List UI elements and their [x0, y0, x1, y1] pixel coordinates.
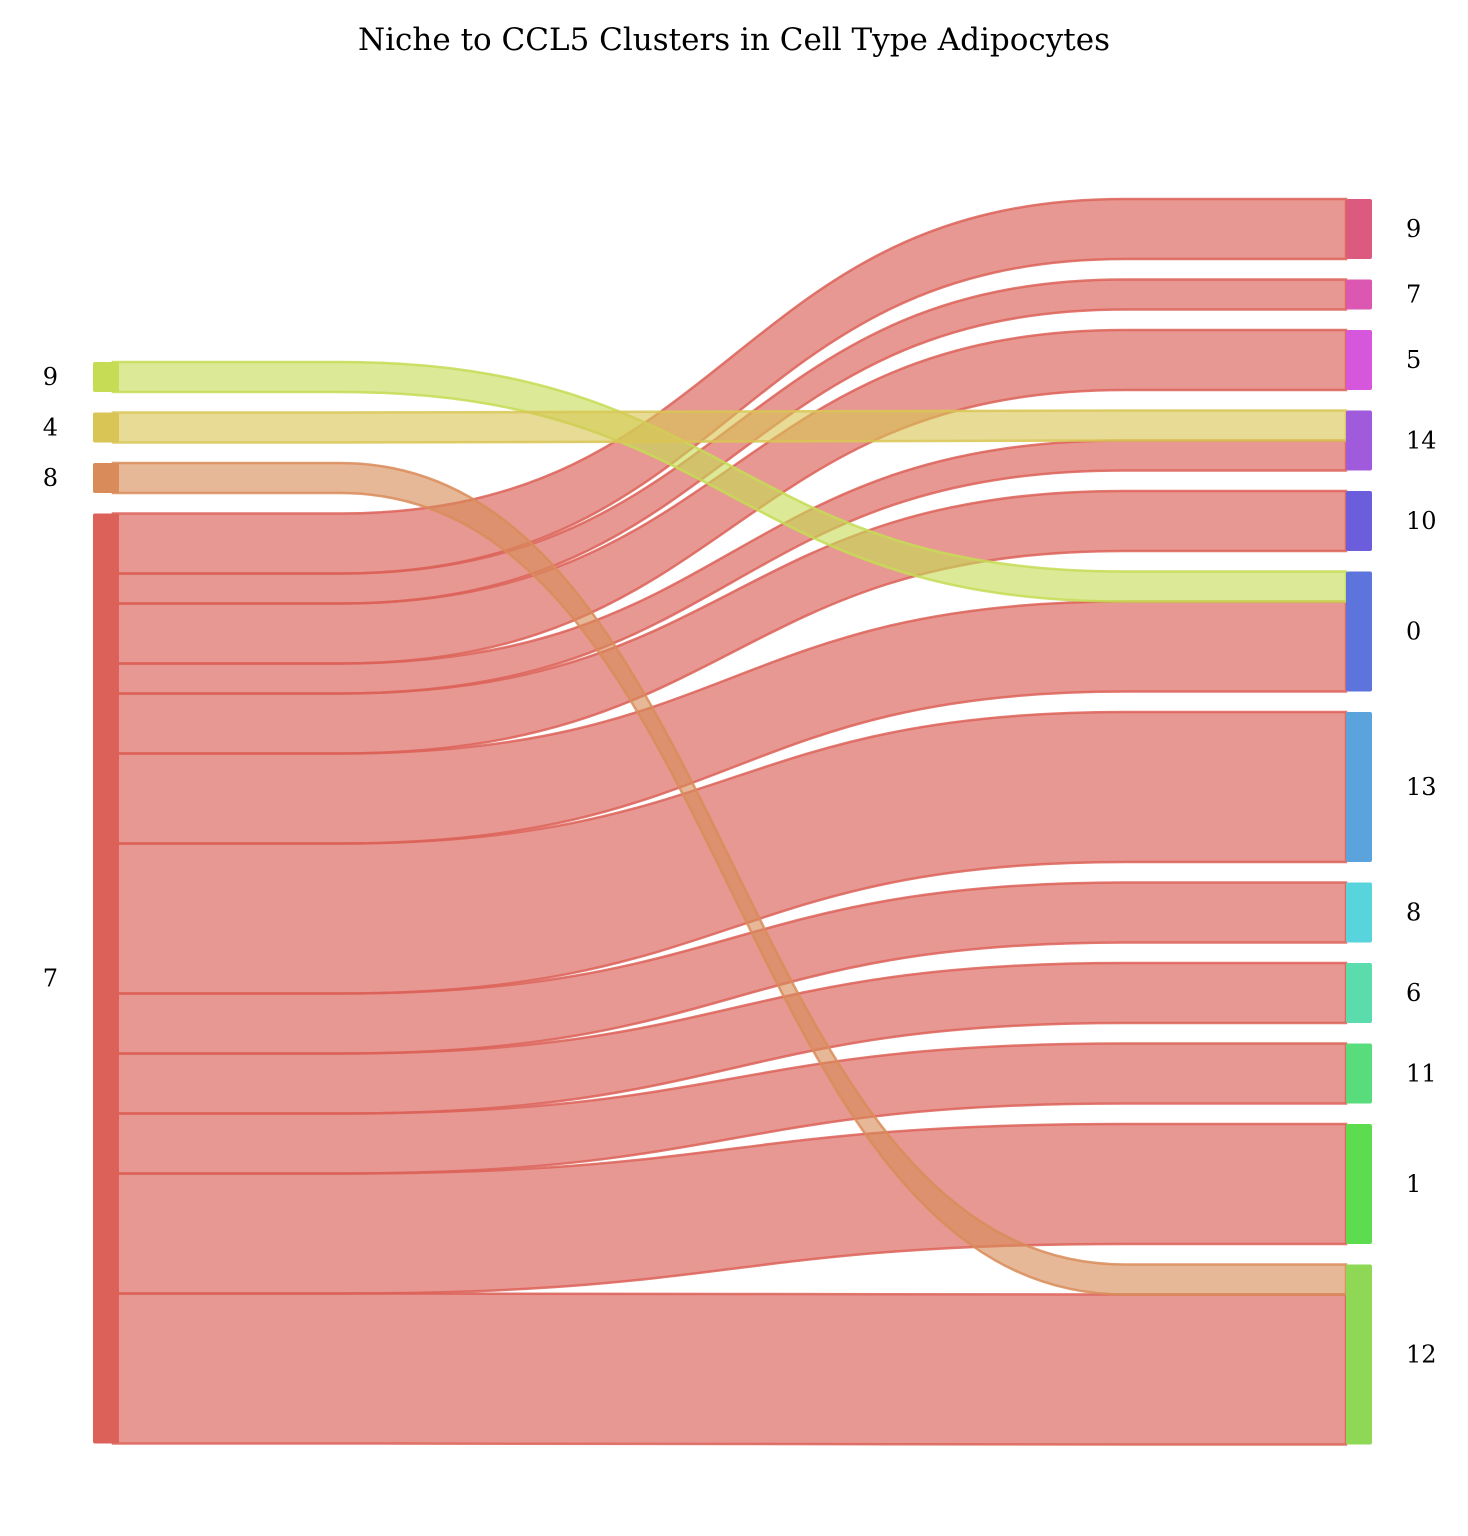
target-label-5: 5: [1406, 346, 1421, 374]
target-node-7: [1346, 279, 1372, 310]
target-label-8: 8: [1406, 899, 1421, 927]
target-node-13: [1346, 712, 1372, 862]
target-label-7: 7: [1406, 281, 1421, 309]
link-7-to-12: [111, 1292, 1348, 1446]
links-layer: [111, 197, 1348, 1446]
target-label-9: 9: [1406, 215, 1421, 243]
target-label-6: 6: [1406, 979, 1421, 1007]
target-label-14: 14: [1406, 427, 1437, 455]
link-7-to-0: [111, 600, 1348, 845]
target-label-11: 11: [1406, 1060, 1437, 1088]
nodes-layer: [93, 199, 1372, 1445]
target-label-13: 13: [1406, 773, 1437, 801]
link-7-to-6: [111, 961, 1348, 1115]
link-4-to-14: [111, 409, 1348, 444]
target-node-8: [1346, 882, 1372, 943]
source-node-4: [93, 412, 119, 443]
source-label-9: 9: [43, 363, 58, 391]
target-label-12: 12: [1406, 1341, 1437, 1369]
link-7-to-8: [111, 881, 1348, 1055]
source-label-7: 7: [43, 965, 58, 993]
link-7-to-5: [111, 328, 1348, 665]
source-node-7: [93, 513, 119, 1444]
target-node-1: [1346, 1124, 1372, 1244]
target-node-11: [1346, 1043, 1372, 1104]
source-node-9: [93, 362, 119, 392]
source-label-4: 4: [43, 414, 58, 442]
link-7-to-13: [111, 710, 1348, 995]
target-node-12: [1346, 1264, 1372, 1445]
target-node-5: [1346, 330, 1372, 390]
link-7-to-11: [111, 1042, 1348, 1175]
target-node-14: [1346, 410, 1372, 471]
target-node-6: [1346, 963, 1372, 1023]
link-7-to-1: [111, 1122, 1348, 1295]
target-label-10: 10: [1406, 507, 1437, 535]
source-label-8: 8: [43, 464, 58, 492]
target-label-1: 1: [1406, 1170, 1421, 1198]
link-7-to-10: [111, 489, 1348, 755]
chart-title: Niche to CCL5 Clusters in Cell Type Adip…: [358, 22, 1110, 58]
target-node-0: [1346, 571, 1372, 692]
target-node-10: [1346, 491, 1372, 551]
target-node-9: [1346, 199, 1372, 259]
target-label-0: 0: [1406, 618, 1421, 646]
source-node-8: [93, 463, 119, 493]
